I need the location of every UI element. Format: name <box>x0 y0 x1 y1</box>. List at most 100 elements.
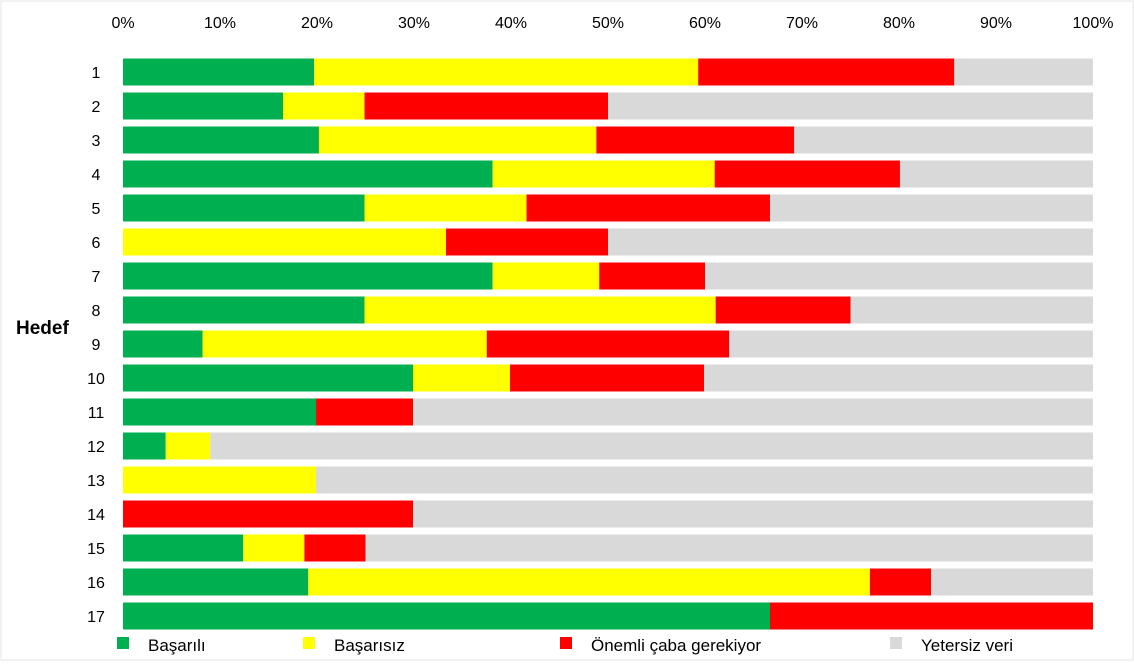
category-label: 1 <box>92 65 101 82</box>
x-tick-label: 0% <box>111 15 134 32</box>
bar-segment <box>705 262 1093 290</box>
bar-segment <box>714 160 900 188</box>
legend-swatch <box>560 637 572 649</box>
bar-segment <box>526 194 770 222</box>
bar-segment <box>364 92 608 120</box>
bar-segment <box>123 398 317 426</box>
bar-segment <box>316 398 414 426</box>
bar-segment <box>165 432 211 460</box>
bar-segment <box>729 330 1093 358</box>
bar-segment <box>364 194 527 222</box>
bar-segment <box>123 126 319 154</box>
bar-segment <box>283 92 365 120</box>
category-label: 6 <box>92 235 101 252</box>
x-tick-label: 40% <box>495 15 527 32</box>
legend-label: Önemli çaba gerekiyor <box>591 636 761 655</box>
bar-segment <box>123 602 770 630</box>
bar-segment <box>413 398 1093 426</box>
bar-segment <box>608 92 1093 120</box>
bar-segment <box>123 92 284 120</box>
category-label: 4 <box>92 167 101 184</box>
x-tick-label: 90% <box>980 15 1012 32</box>
bar-segment <box>123 364 414 392</box>
category-label: 11 <box>88 405 105 422</box>
bar-segment <box>123 534 244 562</box>
category-label: 17 <box>87 609 105 626</box>
bar-segment <box>123 296 365 324</box>
category-label: 3 <box>92 133 101 150</box>
category-label: 9 <box>92 337 101 354</box>
bar-segment <box>123 432 166 460</box>
category-label: 13 <box>87 473 105 490</box>
bar-segment <box>446 228 608 256</box>
category-label: 15 <box>87 541 105 558</box>
bar-segment <box>123 58 315 86</box>
legend-label: Başarılı <box>148 636 206 655</box>
bar-segment <box>599 262 705 290</box>
bar-segment <box>243 534 305 562</box>
bar-segment <box>596 126 795 154</box>
legend-swatch <box>303 637 315 649</box>
bar-segment <box>608 228 1093 256</box>
x-tick-label: 30% <box>398 15 430 32</box>
bar-segment <box>123 500 414 528</box>
bar-segment <box>850 296 1093 324</box>
legend-swatch <box>890 637 902 649</box>
bar-segment <box>202 330 487 358</box>
bar-segment <box>304 534 366 562</box>
bar-segment <box>698 58 955 86</box>
legend: Başarılı Başarısız Önemli çaba gerekiyor Ye… <box>117 636 1013 655</box>
bar-segment <box>794 126 1093 154</box>
bar-segment <box>314 58 699 86</box>
category-label: 8 <box>92 303 101 320</box>
category-label: 16 <box>87 575 105 592</box>
bar-segment <box>316 466 1093 494</box>
bar-segment <box>318 126 597 154</box>
bar-segment <box>123 160 493 188</box>
category-label: 2 <box>92 99 101 116</box>
legend-swatch <box>117 637 129 649</box>
x-tick-label: 60% <box>689 15 721 32</box>
bar-segment <box>704 364 1093 392</box>
category-label: 7 <box>92 269 101 286</box>
bar-segment <box>899 160 1093 188</box>
bar-segment <box>364 296 716 324</box>
x-tick-label: 70% <box>786 15 818 32</box>
bar-segment <box>769 602 1093 630</box>
category-label: 14 <box>87 507 105 524</box>
bar-segment <box>869 568 932 596</box>
bar-segment <box>769 194 1093 222</box>
x-tick-label: 80% <box>883 15 915 32</box>
category-label: 12 <box>87 439 105 456</box>
x-tick-label: 50% <box>592 15 624 32</box>
bar-segment <box>123 194 365 222</box>
bar-segment <box>123 568 309 596</box>
y-axis-label: Hedef <box>16 318 69 339</box>
bar-segment <box>492 160 715 188</box>
x-tick-label: 100% <box>1073 15 1114 32</box>
bar-segment <box>123 228 447 256</box>
bar-segment <box>308 568 870 596</box>
x-tick-label: 10% <box>204 15 236 32</box>
bar-segment <box>413 500 1093 528</box>
bar-segment <box>210 432 1094 460</box>
bars-layer <box>123 58 1094 630</box>
bar-segment <box>954 58 1093 86</box>
category-label: 5 <box>92 201 101 218</box>
bar-segment <box>492 262 600 290</box>
legend-label: Yetersiz veri <box>921 636 1013 655</box>
bar-segment <box>931 568 1093 596</box>
bar-segment <box>123 330 203 358</box>
bar-segment <box>510 364 705 392</box>
bar-segment <box>123 262 493 290</box>
category-label: 10 <box>87 371 105 388</box>
legend-label: Başarısız <box>334 636 405 655</box>
x-tick-label: 20% <box>301 15 333 32</box>
bar-segment <box>123 466 317 494</box>
bar-segment <box>413 364 511 392</box>
x-axis-ticks: 0% 10% 20% 30% 40% 50% 60% 70% 80% 90% 100% <box>111 15 1113 32</box>
bar-segment <box>365 534 1093 562</box>
